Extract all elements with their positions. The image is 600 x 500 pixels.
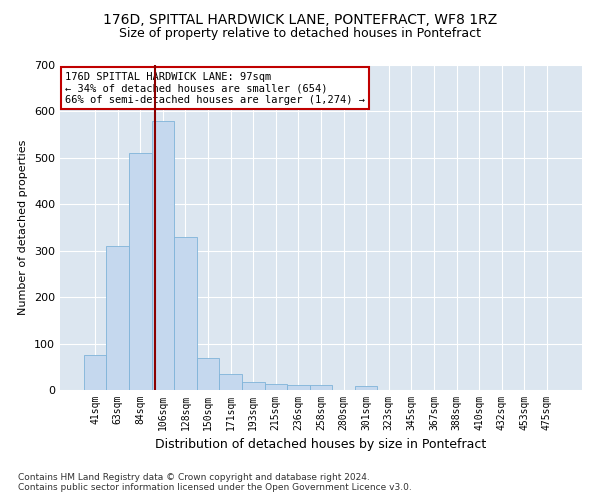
Bar	[129, 153, 152, 390]
X-axis label: Distribution of detached houses by size in Pontefract: Distribution of detached houses by size …	[155, 438, 487, 452]
Bar	[355, 386, 377, 390]
Bar	[220, 374, 242, 390]
Y-axis label: Number of detached properties: Number of detached properties	[19, 140, 28, 315]
Text: Contains public sector information licensed under the Open Government Licence v3: Contains public sector information licen…	[18, 484, 412, 492]
Text: Contains HM Land Registry data © Crown copyright and database right 2024.: Contains HM Land Registry data © Crown c…	[18, 474, 370, 482]
Text: Size of property relative to detached houses in Pontefract: Size of property relative to detached ho…	[119, 28, 481, 40]
Bar	[174, 237, 197, 390]
Bar	[106, 246, 129, 390]
Text: 176D, SPITTAL HARDWICK LANE, PONTEFRACT, WF8 1RZ: 176D, SPITTAL HARDWICK LANE, PONTEFRACT,…	[103, 12, 497, 26]
Bar	[197, 358, 220, 390]
Bar	[84, 355, 106, 390]
Bar	[265, 384, 287, 390]
Bar	[287, 386, 310, 390]
Bar	[310, 386, 332, 390]
Bar	[242, 382, 265, 390]
Text: 176D SPITTAL HARDWICK LANE: 97sqm
← 34% of detached houses are smaller (654)
66%: 176D SPITTAL HARDWICK LANE: 97sqm ← 34% …	[65, 72, 365, 104]
Bar	[152, 120, 174, 390]
